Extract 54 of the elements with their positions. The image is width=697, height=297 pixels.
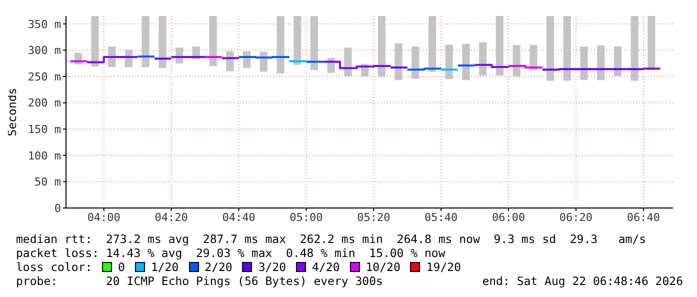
legend-label: 2/20 — [204, 260, 232, 274]
x-tick-label: 06:20 — [559, 210, 593, 224]
bar — [158, 16, 166, 68]
y-tick-label: 300 m — [28, 44, 62, 58]
text: probe: 20 ICMP Echo Pings (56 Bytes) every 300s — [16, 274, 383, 288]
legend-label: 4/20 — [311, 260, 340, 274]
x-tick-label: 05:00 — [290, 210, 323, 224]
bar — [412, 46, 420, 79]
bar — [630, 16, 638, 81]
bar — [580, 46, 588, 80]
bar — [394, 43, 402, 80]
y-tick-label: 200 m — [28, 96, 62, 110]
y-tick-label: 350 m — [28, 18, 62, 31]
y-tick-label: 150 m — [28, 123, 62, 136]
bar — [310, 16, 318, 70]
text: packet loss: 14.43 % avg 29.03 % max 0.48 % min 15.00 % now — [16, 246, 446, 260]
bar — [614, 46, 622, 76]
bar — [648, 16, 656, 70]
bar — [276, 16, 284, 74]
bar — [563, 16, 571, 81]
text: end: Sat Aug 22 06:48:46 2026 — [482, 274, 683, 288]
bar — [496, 16, 504, 76]
x-tick-label: 04:00 — [87, 210, 120, 224]
bar — [530, 44, 538, 70]
bar — [445, 44, 453, 80]
bar — [378, 16, 386, 76]
bar — [546, 16, 554, 81]
y-tick-label: 250 m — [28, 70, 62, 84]
text: median rtt: 273.2 ms avg 287.7 ms max 262.2 ms min 264.8 ms now 9.3 ms sd 29.3 am/s — [16, 232, 648, 246]
legend-label: 3/20 — [257, 260, 286, 274]
legend-label: 0 — [117, 260, 125, 274]
x-tick-label: 05:40 — [424, 210, 458, 224]
legend-label: 10/20 — [364, 260, 400, 274]
legend-label: 19/20 — [425, 260, 461, 274]
legend-label: 1/20 — [150, 260, 179, 274]
x-tick-label: 04:20 — [154, 210, 188, 224]
y-tick-label: 50 m — [34, 176, 62, 189]
bar — [462, 44, 470, 80]
bar — [428, 16, 436, 72]
bar — [597, 45, 605, 80]
y-tick-label: 0 — [54, 202, 61, 215]
bar — [294, 16, 302, 65]
x-tick-label: 06:40 — [626, 210, 660, 224]
x-tick-label: 04:40 — [222, 210, 256, 224]
y-tick-label: 100 m — [28, 149, 62, 162]
x-tick-label: 06:00 — [492, 210, 526, 224]
bar — [209, 16, 217, 66]
legend-title: loss color: — [16, 260, 94, 274]
bar — [91, 16, 99, 66]
x-tick-label: 05:20 — [357, 210, 390, 224]
bar — [479, 42, 487, 76]
bar — [512, 44, 520, 76]
bar — [344, 48, 352, 76]
bar — [142, 16, 150, 68]
